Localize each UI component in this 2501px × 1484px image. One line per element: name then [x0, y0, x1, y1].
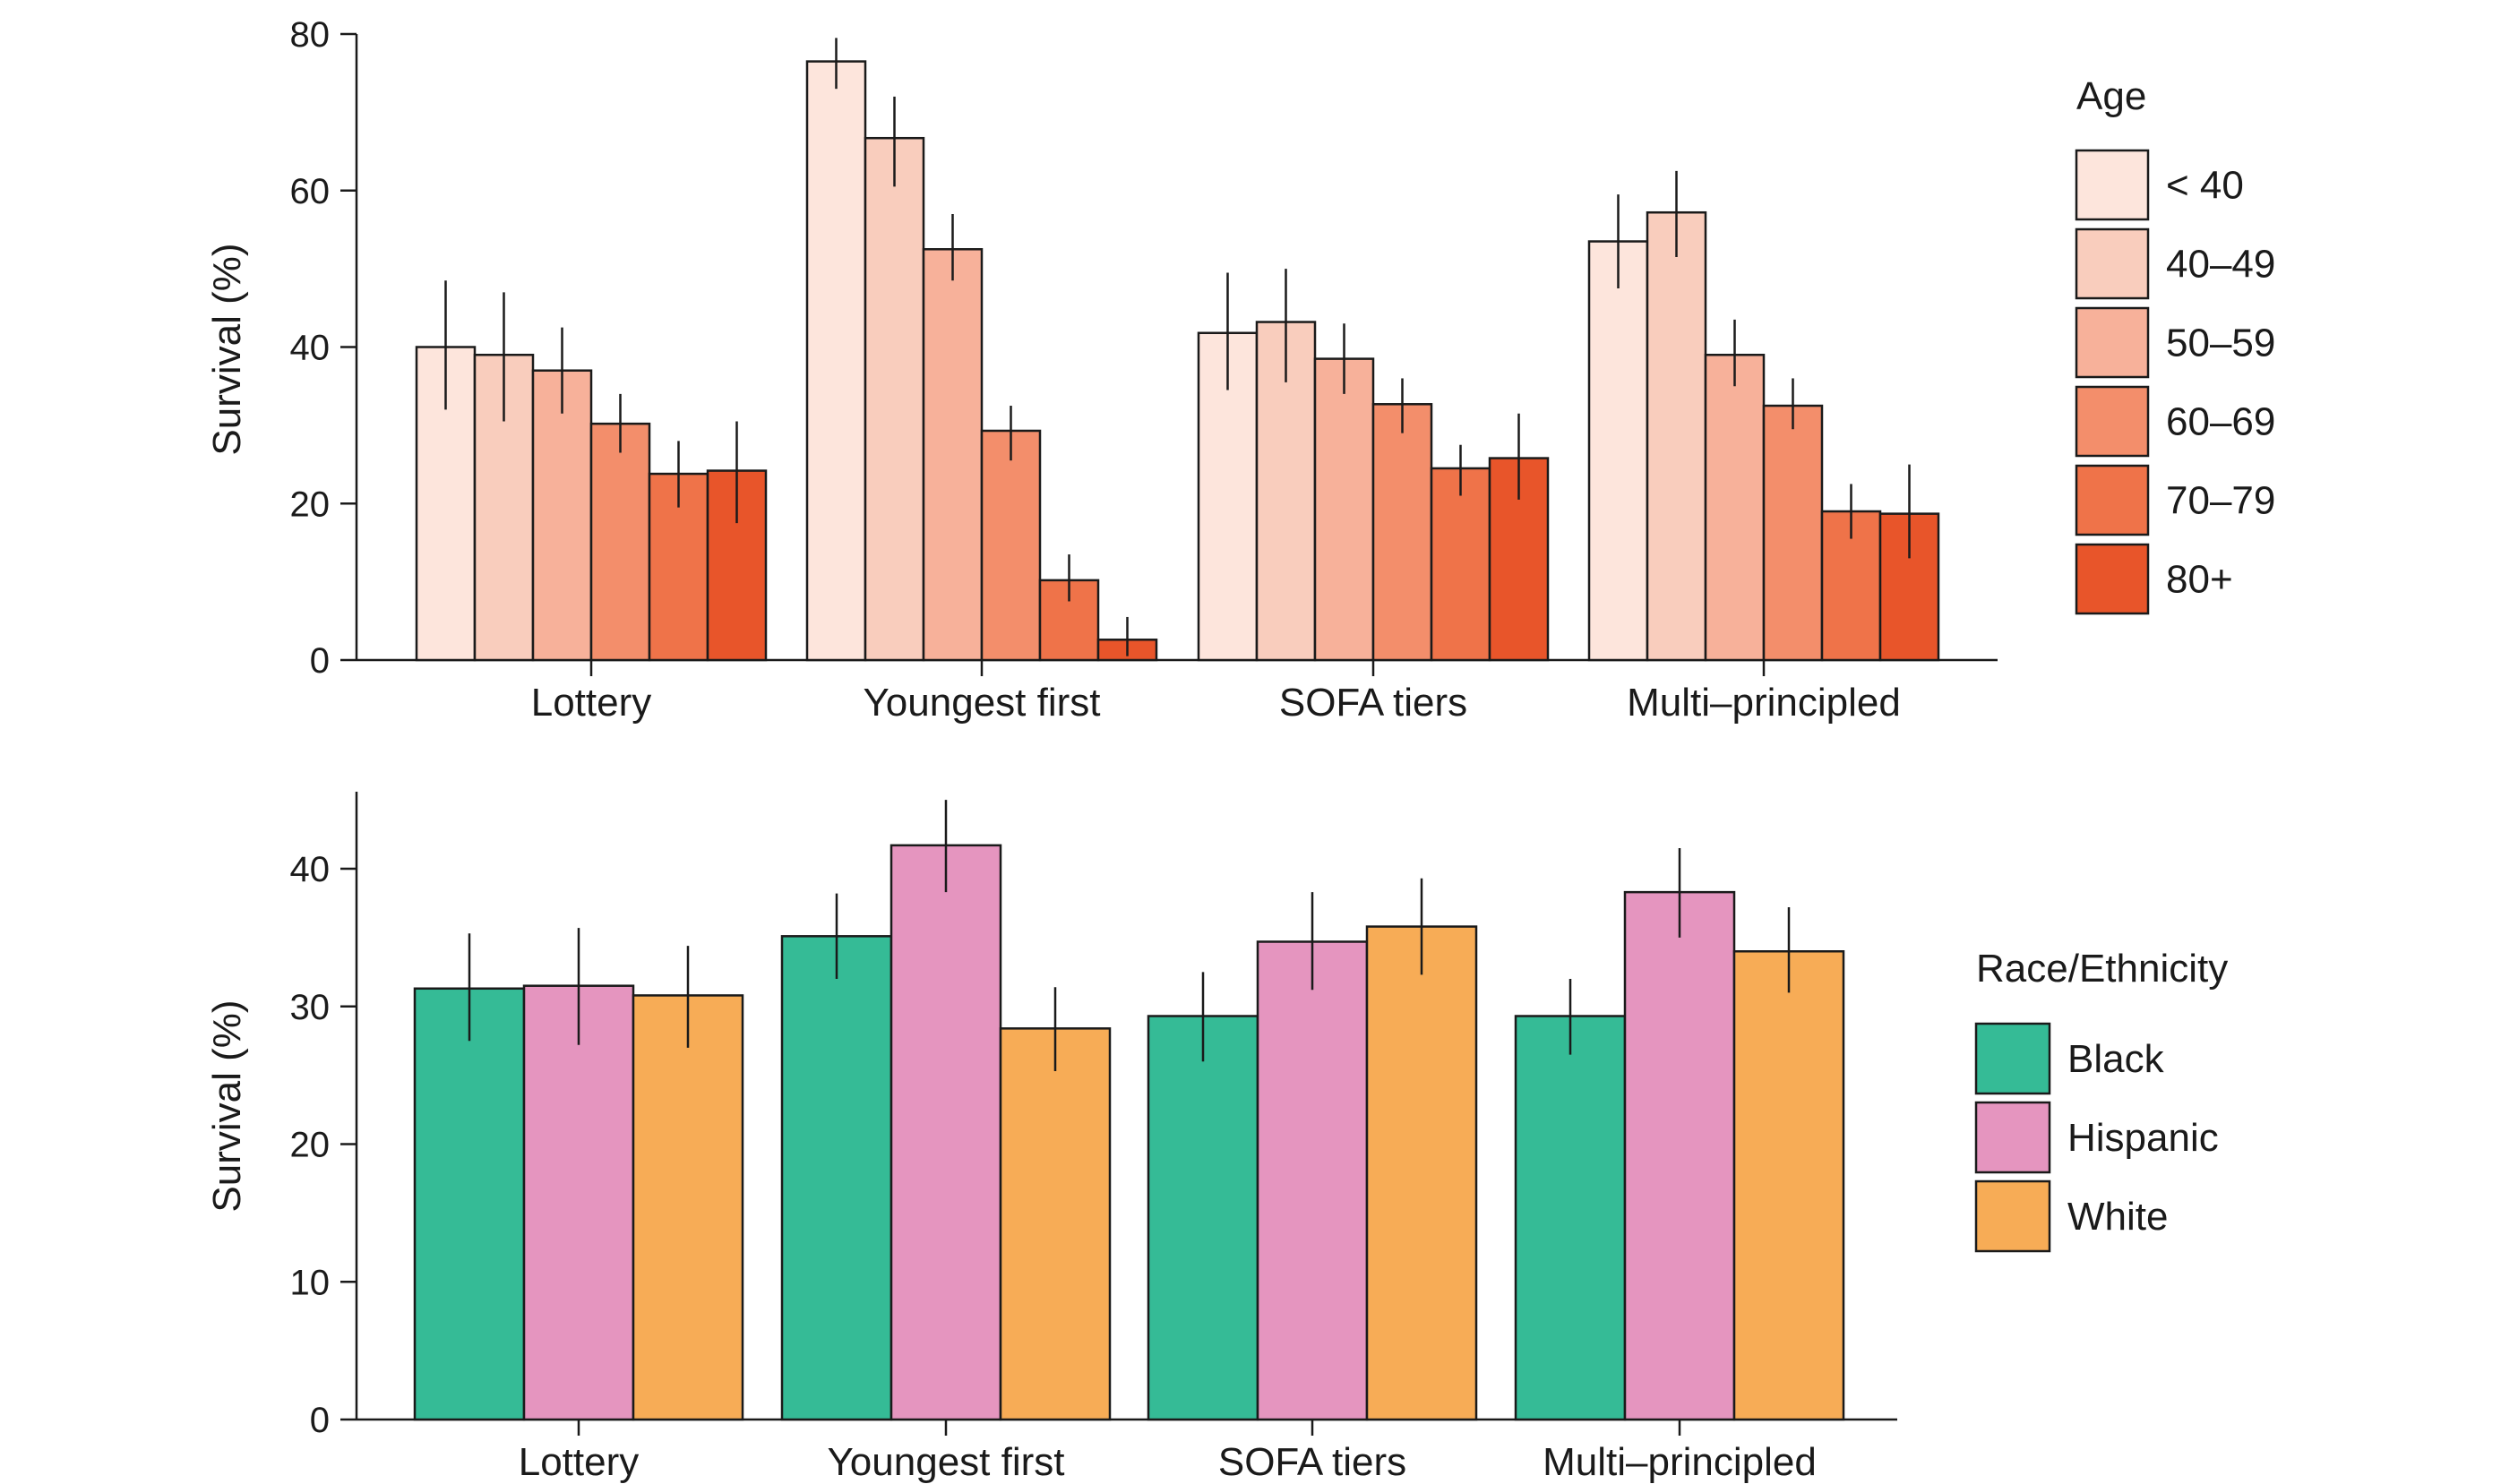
bar	[1623, 890, 1736, 1421]
bar	[522, 984, 635, 1421]
bar	[922, 248, 984, 662]
legend-swatch	[2075, 227, 2150, 300]
legend-label: Hispanic	[2067, 1116, 2219, 1160]
bar	[1147, 1015, 1259, 1421]
y-tick-label: 20	[290, 485, 331, 524]
bar	[632, 994, 744, 1421]
y-tick-label: 80	[290, 15, 331, 55]
bar	[1514, 1015, 1627, 1421]
x-category-label: Youngest first	[828, 1440, 1065, 1484]
y-axis-title: Survival (%)	[205, 999, 249, 1212]
legend-swatch	[1974, 1179, 2051, 1253]
bar	[864, 136, 925, 662]
bar	[890, 844, 1002, 1421]
bar	[1704, 353, 1766, 662]
bar	[1762, 404, 1824, 662]
legend-label: White	[2067, 1195, 2168, 1239]
x-category-label: SOFA tiers	[1279, 681, 1467, 725]
bar	[1430, 467, 1491, 662]
bar	[780, 935, 893, 1421]
x-category-label: Lottery	[519, 1440, 640, 1484]
bar	[999, 1027, 1112, 1421]
legend-label: 50–59	[2166, 322, 2275, 365]
legend-swatch	[1974, 1022, 2051, 1095]
bar	[1256, 940, 1369, 1421]
legend-swatch	[2075, 306, 2150, 379]
legend-swatch	[2075, 464, 2150, 536]
legend-label: 80+	[2166, 558, 2233, 602]
y-tick-label: 60	[290, 172, 331, 211]
bar	[980, 429, 1042, 662]
y-tick-label: 10	[290, 1263, 331, 1302]
legend-label: 40–49	[2166, 243, 2275, 287]
bar	[1371, 403, 1433, 662]
legend-title: Race/Ethnicity	[1976, 947, 2228, 991]
y-tick-label: 20	[290, 1126, 331, 1165]
legend-swatch	[1974, 1101, 2051, 1174]
x-category-label: Youngest first	[864, 681, 1101, 725]
y-tick-label: 0	[310, 1401, 330, 1440]
legend-title: Age	[2076, 74, 2146, 118]
bar	[1365, 925, 1478, 1421]
bar	[1587, 240, 1649, 662]
bar	[1646, 210, 1707, 662]
y-tick-label: 40	[290, 329, 331, 368]
y-tick-label: 40	[290, 850, 331, 889]
legend-swatch	[2075, 149, 2150, 221]
legend-label: Black	[2067, 1037, 2165, 1081]
legend-swatch	[2075, 385, 2150, 458]
legend-label: 60–69	[2166, 400, 2275, 444]
x-category-label: Multi–principled	[1543, 1440, 1817, 1484]
y-tick-label: 0	[310, 641, 330, 681]
bar	[531, 369, 593, 662]
bar	[413, 987, 526, 1421]
x-category-label: SOFA tiers	[1218, 1440, 1406, 1484]
legend-label: 70–79	[2166, 479, 2275, 523]
y-axis-title: Survival (%)	[205, 243, 249, 455]
x-category-label: Multi–principled	[1627, 681, 1901, 725]
bar	[1313, 357, 1375, 662]
bar	[805, 60, 867, 662]
bar	[1732, 950, 1845, 1421]
x-category-label: Lottery	[531, 681, 652, 725]
y-tick-label: 30	[290, 988, 331, 1027]
legend-label: < 40	[2166, 164, 2244, 208]
bar	[589, 422, 651, 662]
legend-swatch	[2075, 543, 2150, 615]
